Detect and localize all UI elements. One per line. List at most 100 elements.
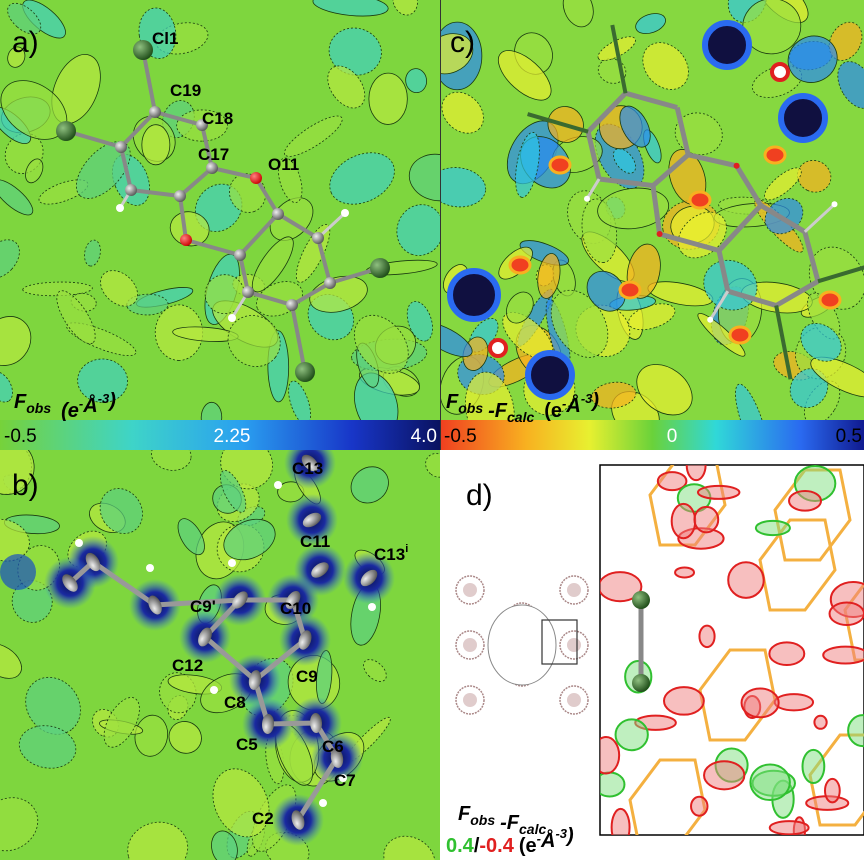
framework-pore — [488, 605, 556, 685]
carbon-atom — [312, 232, 324, 244]
atom-name: C10 — [280, 599, 311, 618]
colorbar-tick-label: 0.5 — [836, 426, 862, 447]
framework-node — [463, 638, 477, 652]
atom-name: C12 — [172, 656, 203, 675]
label-part: -0.4 — [479, 835, 514, 857]
label-part: Å — [82, 393, 97, 417]
density-contour — [369, 73, 408, 125]
atom-label: Cl1 — [152, 29, 178, 48]
hydrogen-atom — [210, 686, 218, 694]
density-hole — [820, 292, 840, 308]
negative-density — [823, 647, 864, 664]
carbon-atom — [234, 249, 246, 261]
framework-node — [567, 693, 581, 707]
label-part: 0.4 — [446, 835, 475, 857]
hydrogen-atom — [228, 559, 236, 567]
density-hole — [490, 340, 506, 356]
framework-node — [463, 693, 477, 707]
atom-name: C6 — [322, 737, 344, 756]
atom-name: C13 — [292, 459, 323, 478]
negative-density — [699, 626, 714, 647]
atom-name: C8 — [224, 693, 246, 712]
label-part: F — [14, 391, 27, 413]
label-part: F — [446, 391, 459, 413]
atom-name: Cl1 — [152, 29, 178, 48]
atom-superscript: i — [405, 543, 408, 555]
positive-density — [750, 765, 789, 800]
atom-label: C9 — [296, 667, 318, 686]
atom-label: C8 — [224, 693, 246, 712]
figure: -0.52.254.0-0.500.5a)b)c)d)Cl1C19C18C17O… — [0, 0, 864, 860]
density-peak — [0, 554, 36, 590]
panel-label: d) — [466, 479, 493, 512]
atom-name: C17 — [198, 145, 229, 164]
density-hole — [765, 147, 785, 163]
negative-density — [770, 821, 809, 834]
negative-density — [675, 567, 694, 577]
colorbar-tick-label: -0.5 — [444, 426, 477, 447]
atom-label: C7 — [334, 771, 356, 790]
negative-density — [825, 779, 840, 802]
iodine-atom — [632, 674, 650, 692]
colorbar-tick-label: 0 — [667, 426, 678, 447]
negative-density — [814, 716, 826, 729]
carbon-atom — [174, 190, 186, 202]
label-part: -3 — [98, 391, 110, 406]
density-hole — [690, 192, 710, 208]
density-hole — [772, 64, 788, 80]
hydrogen-atom — [584, 196, 590, 202]
atom-label: C18 — [202, 109, 233, 128]
density-hole — [730, 327, 750, 343]
iodine-atom — [632, 591, 650, 609]
negative-density — [664, 687, 704, 715]
chlorine-atom — [133, 40, 153, 60]
colorbar-tick-label: 2.25 — [214, 426, 251, 447]
density-hole — [550, 157, 570, 173]
hydrogen-atom — [832, 201, 838, 207]
chlorine-atom — [370, 258, 390, 278]
negative-density — [742, 688, 779, 717]
density-contour — [142, 125, 170, 165]
label-part: -3 — [581, 391, 593, 406]
label-part: (e — [61, 400, 79, 422]
positive-density — [756, 521, 790, 535]
label-part: -F — [488, 400, 508, 422]
density-peak — [450, 271, 498, 319]
framework-node — [463, 583, 477, 597]
atom-label: C13i — [374, 543, 408, 564]
atom-label: C9' — [190, 597, 216, 616]
framework-node — [567, 638, 581, 652]
atom-name: C18 — [202, 109, 233, 128]
oxygen-atom — [180, 234, 192, 246]
atom-label: C10 — [280, 599, 311, 618]
panel-label: c) — [450, 26, 475, 59]
negative-density — [698, 486, 740, 499]
atom-label: C6 — [322, 737, 344, 756]
colorbar-tick-label: -0.5 — [4, 426, 37, 447]
carbon-atom — [286, 299, 298, 311]
carbon-atom — [324, 277, 336, 289]
chlorine-atom — [295, 362, 315, 382]
chlorine-atom — [56, 121, 76, 141]
framework-node — [567, 583, 581, 597]
hydrogen-atom — [368, 603, 376, 611]
panel-a — [0, 0, 469, 441]
atom-name: C19 — [170, 81, 201, 100]
label-part: obs — [26, 400, 51, 416]
positive-density — [616, 719, 648, 750]
atom-name: C5 — [236, 735, 258, 754]
atom-name: C9 — [296, 667, 318, 686]
label-part: calc — [507, 409, 534, 425]
atom-label: C17 — [198, 145, 229, 164]
density-peak — [528, 353, 572, 397]
label-part: -F — [500, 812, 520, 834]
hydrogen-atom — [274, 481, 282, 489]
atom-name: C7 — [334, 771, 356, 790]
carbon-atom — [242, 286, 254, 298]
hydrogen-atom — [707, 317, 713, 323]
label-part: ) — [107, 390, 116, 412]
label-part: obs — [470, 812, 495, 828]
label-part: ) — [590, 390, 599, 412]
panel-d — [441, 450, 864, 860]
label-part: Å — [540, 828, 555, 852]
